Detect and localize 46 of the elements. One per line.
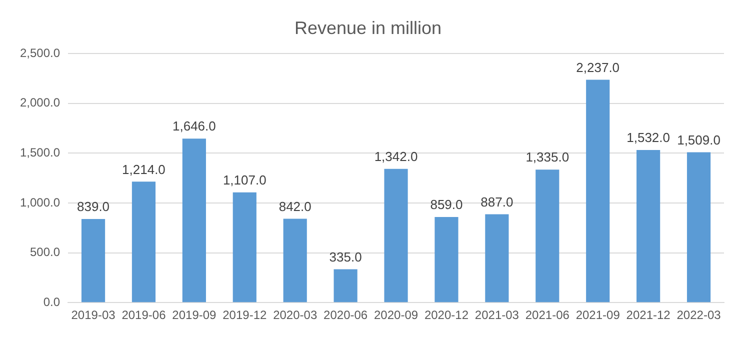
data-label: 1,107.0 xyxy=(222,172,266,188)
data-label: 842.0 xyxy=(278,198,312,214)
data-label: 1,646.0 xyxy=(172,118,216,134)
data-label: 839.0 xyxy=(76,199,110,214)
bar xyxy=(384,168,408,302)
bar xyxy=(686,152,711,302)
x-tick-label: 2019-12 xyxy=(222,308,267,322)
y-tick-label: 2,500.0 xyxy=(20,46,60,60)
bar xyxy=(434,217,458,302)
x-tick-label: 2021-09 xyxy=(576,308,620,322)
bar xyxy=(636,150,660,302)
data-label: 1,214.0 xyxy=(122,162,166,177)
bar xyxy=(586,80,610,302)
x-tick-label: 2020-09 xyxy=(374,308,418,322)
x-tick-label: 2021-12 xyxy=(626,308,671,322)
bar xyxy=(232,192,256,302)
data-label: 1,532.0 xyxy=(626,130,670,146)
data-label: 859.0 xyxy=(430,197,463,212)
x-tick-label: 2020-12 xyxy=(424,308,469,322)
data-label: 1,509.0 xyxy=(677,132,720,148)
x-tick-label: 2020-03 xyxy=(273,308,318,322)
chart-title: Revenue in million xyxy=(294,18,442,38)
x-tick-label: 2022-03 xyxy=(676,308,722,322)
bar xyxy=(485,214,509,302)
bar xyxy=(283,218,307,302)
y-tick-label: 1,500.0 xyxy=(20,146,60,160)
x-tick-label: 2019-06 xyxy=(122,308,166,322)
bar xyxy=(132,182,156,302)
x-tick-label: 2021-06 xyxy=(525,308,570,322)
y-tick-label: 500.0 xyxy=(30,245,60,260)
bar xyxy=(81,219,106,302)
bar xyxy=(182,138,206,302)
data-label: 1,335.0 xyxy=(526,150,570,165)
data-label: 887.0 xyxy=(480,194,514,210)
x-tick-label: 2019-09 xyxy=(172,308,217,322)
bar xyxy=(334,269,358,302)
data-label: 335.0 xyxy=(329,249,362,264)
x-tick-label: 2019-03 xyxy=(71,308,116,322)
y-tick-label: 0.0 xyxy=(43,294,60,309)
y-tick-label: 2,000.0 xyxy=(20,96,60,110)
data-label: 1,342.0 xyxy=(374,149,418,164)
data-label: 2,237.0 xyxy=(576,60,620,75)
x-tick-label: 2021-03 xyxy=(474,308,520,322)
x-tick-label: 2020-06 xyxy=(324,308,368,322)
y-tick-label: 1,000.0 xyxy=(20,195,60,210)
bar xyxy=(536,170,560,302)
